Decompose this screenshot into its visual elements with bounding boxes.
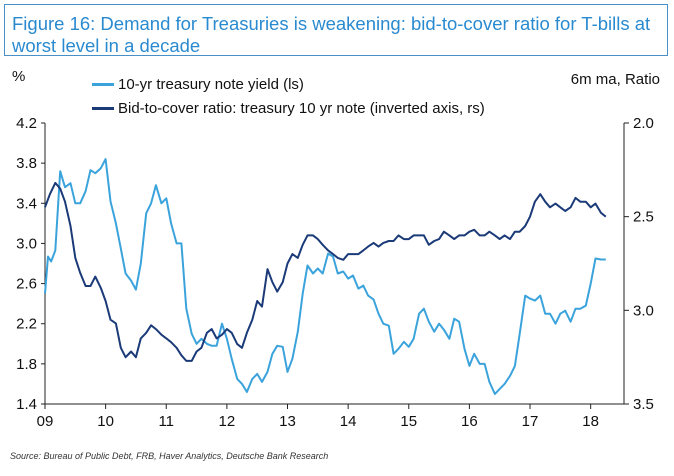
legend-label-yield: 10-yr treasury note yield (ls) bbox=[118, 75, 304, 93]
left-axis-units: % bbox=[12, 68, 26, 85]
legend-item-yield: 10-yr treasury note yield (ls) bbox=[92, 72, 485, 96]
x-tick-label: 11 bbox=[158, 413, 174, 430]
left-tick-label: 1.8 bbox=[16, 356, 37, 373]
title-box: Figure 16: Demand for Treasuries is weak… bbox=[4, 4, 668, 56]
x-tick-label: 18 bbox=[582, 413, 599, 430]
right-tick-label: 3.0 bbox=[633, 302, 654, 319]
legend-swatch-btc bbox=[92, 106, 114, 110]
x-tick-label: 09 bbox=[37, 413, 54, 430]
left-tick-label: 3.8 bbox=[16, 155, 37, 172]
right-axis-units: 6m ma, Ratio bbox=[570, 71, 660, 88]
legend-label-btc: Bid-to-cover ratio: treasury 10 yr note … bbox=[118, 99, 485, 117]
right-tick-label: 2.5 bbox=[633, 209, 654, 226]
right-tick-label: 3.5 bbox=[633, 396, 654, 413]
x-tick-label: 15 bbox=[400, 413, 417, 430]
right-tick-label: 2.0 bbox=[633, 115, 654, 132]
x-tick-label: 10 bbox=[97, 413, 114, 430]
left-tick-label: 2.6 bbox=[16, 276, 37, 293]
x-tick-label: 12 bbox=[219, 413, 236, 430]
bid-to-cover-series-line bbox=[44, 181, 607, 362]
source-note: Source: Bureau of Public Debt, FRB, Have… bbox=[10, 451, 329, 461]
left-tick-label: 4.2 bbox=[16, 115, 37, 132]
legend-item-btc: Bid-to-cover ratio: treasury 10 yr note … bbox=[92, 96, 485, 120]
yield-series-line bbox=[44, 158, 606, 395]
x-tick-label: 16 bbox=[461, 413, 478, 430]
x-tick-label: 13 bbox=[279, 413, 296, 430]
chart-title: Figure 16: Demand for Treasuries is weak… bbox=[12, 13, 651, 56]
legend-swatch-yield bbox=[92, 82, 114, 86]
x-tick-label: 17 bbox=[522, 413, 539, 430]
left-tick-label: 2.2 bbox=[16, 316, 37, 333]
left-tick-label: 3.4 bbox=[16, 195, 37, 212]
left-tick-label: 3.0 bbox=[16, 235, 37, 252]
legend: 10-yr treasury note yield (ls) Bid-to-co… bbox=[92, 72, 485, 120]
left-tick-label: 1.4 bbox=[16, 396, 37, 413]
x-tick-label: 14 bbox=[340, 413, 357, 430]
